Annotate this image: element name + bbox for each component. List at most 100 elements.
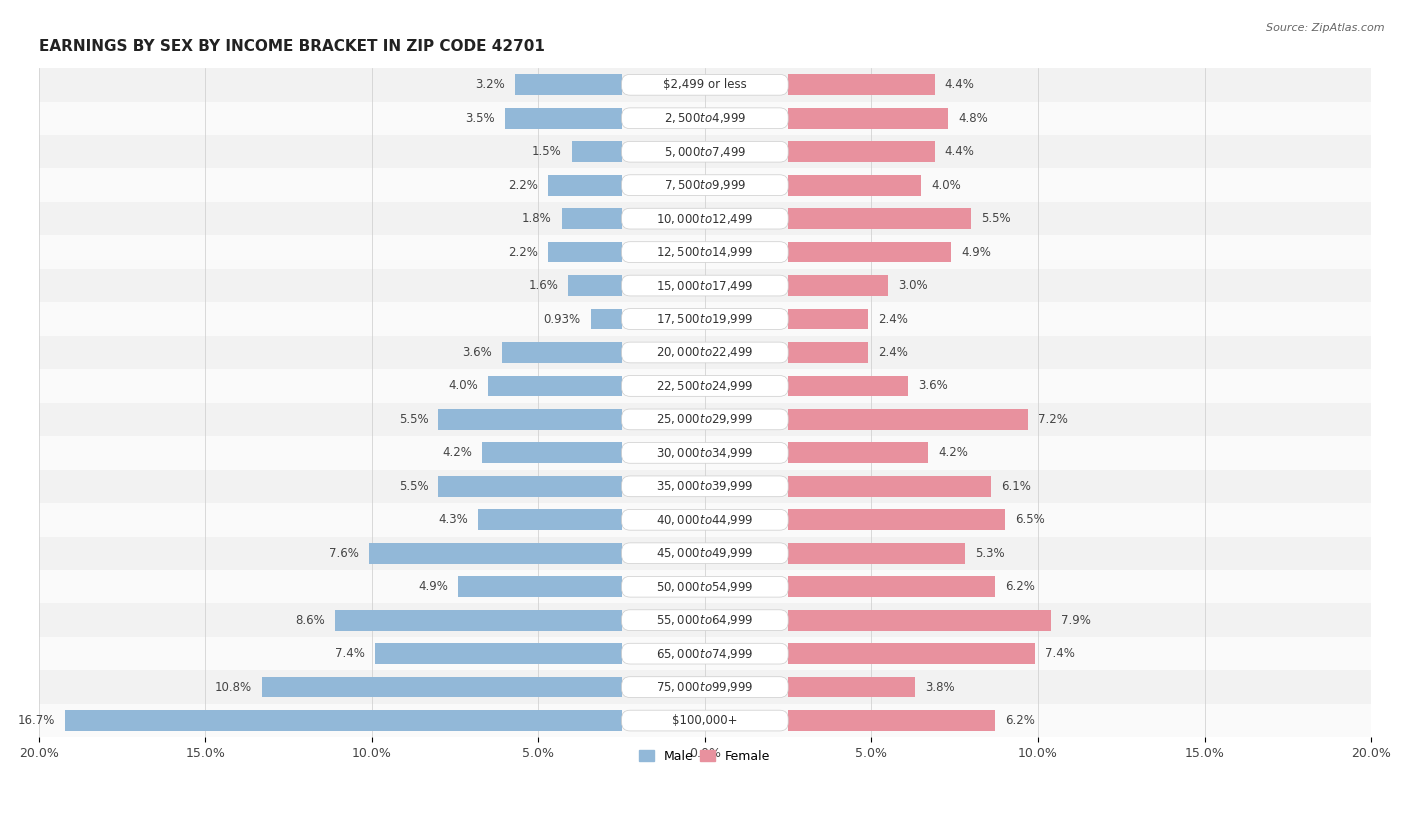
- FancyBboxPatch shape: [621, 241, 789, 263]
- Bar: [789, 75, 935, 95]
- Text: 8.6%: 8.6%: [295, 614, 325, 627]
- FancyBboxPatch shape: [621, 275, 789, 296]
- Bar: [439, 476, 621, 497]
- Text: 6.2%: 6.2%: [1005, 580, 1035, 593]
- Bar: [488, 376, 621, 396]
- FancyBboxPatch shape: [621, 108, 789, 128]
- Text: 3.6%: 3.6%: [918, 380, 948, 393]
- Bar: [39, 68, 1371, 102]
- Text: 3.8%: 3.8%: [925, 680, 955, 693]
- Text: $45,000 to $49,999: $45,000 to $49,999: [657, 546, 754, 560]
- FancyBboxPatch shape: [621, 676, 789, 698]
- Text: 6.1%: 6.1%: [1001, 480, 1031, 493]
- Bar: [505, 108, 621, 128]
- Bar: [502, 342, 621, 363]
- Text: 7.9%: 7.9%: [1062, 614, 1091, 627]
- Bar: [789, 309, 868, 329]
- Text: $10,000 to $12,499: $10,000 to $12,499: [657, 211, 754, 226]
- Bar: [39, 402, 1371, 436]
- FancyBboxPatch shape: [621, 376, 789, 396]
- Text: 7.6%: 7.6%: [329, 547, 359, 560]
- Text: $22,500 to $24,999: $22,500 to $24,999: [657, 379, 754, 393]
- Bar: [39, 436, 1371, 470]
- Bar: [39, 537, 1371, 570]
- Bar: [478, 510, 621, 530]
- Text: 7.4%: 7.4%: [1045, 647, 1074, 660]
- Bar: [789, 275, 889, 296]
- Bar: [789, 711, 994, 731]
- Text: 4.3%: 4.3%: [439, 513, 468, 526]
- Text: $12,500 to $14,999: $12,500 to $14,999: [657, 245, 754, 259]
- FancyBboxPatch shape: [621, 510, 789, 530]
- Bar: [789, 175, 921, 196]
- Bar: [39, 302, 1371, 336]
- Bar: [39, 603, 1371, 637]
- Legend: Male, Female: Male, Female: [634, 745, 776, 767]
- FancyBboxPatch shape: [621, 75, 789, 95]
- Text: 4.9%: 4.9%: [962, 246, 991, 259]
- Text: $35,000 to $39,999: $35,000 to $39,999: [657, 480, 754, 493]
- Bar: [39, 269, 1371, 302]
- FancyBboxPatch shape: [621, 175, 789, 196]
- Bar: [789, 576, 994, 597]
- Text: $75,000 to $99,999: $75,000 to $99,999: [657, 680, 754, 694]
- Text: $15,000 to $17,499: $15,000 to $17,499: [657, 279, 754, 293]
- Text: 16.7%: 16.7%: [18, 714, 55, 727]
- Bar: [548, 241, 621, 263]
- Text: 4.9%: 4.9%: [419, 580, 449, 593]
- Bar: [789, 643, 1035, 664]
- FancyBboxPatch shape: [621, 342, 789, 363]
- Bar: [789, 510, 1005, 530]
- Text: 2.4%: 2.4%: [879, 346, 908, 359]
- Text: 4.2%: 4.2%: [441, 446, 472, 459]
- Text: 5.5%: 5.5%: [399, 413, 429, 426]
- Text: 4.2%: 4.2%: [938, 446, 967, 459]
- FancyBboxPatch shape: [621, 141, 789, 162]
- FancyBboxPatch shape: [621, 476, 789, 497]
- Text: 4.4%: 4.4%: [945, 78, 974, 91]
- Bar: [39, 168, 1371, 202]
- Text: Source: ZipAtlas.com: Source: ZipAtlas.com: [1267, 23, 1385, 33]
- Bar: [591, 309, 621, 329]
- Text: 4.8%: 4.8%: [957, 111, 988, 124]
- Bar: [789, 676, 915, 698]
- Bar: [789, 476, 991, 497]
- Bar: [368, 543, 621, 563]
- Bar: [39, 671, 1371, 704]
- Text: $30,000 to $34,999: $30,000 to $34,999: [657, 446, 754, 460]
- Bar: [789, 342, 868, 363]
- Text: 4.0%: 4.0%: [449, 380, 478, 393]
- FancyBboxPatch shape: [621, 208, 789, 229]
- Bar: [375, 643, 621, 664]
- Bar: [335, 610, 621, 631]
- Bar: [66, 711, 621, 731]
- Bar: [39, 503, 1371, 537]
- Bar: [262, 676, 621, 698]
- Text: 10.8%: 10.8%: [215, 680, 252, 693]
- FancyBboxPatch shape: [621, 643, 789, 664]
- FancyBboxPatch shape: [621, 610, 789, 631]
- Bar: [515, 75, 621, 95]
- Text: 5.3%: 5.3%: [974, 547, 1004, 560]
- Bar: [39, 336, 1371, 369]
- Bar: [789, 442, 928, 463]
- Text: 5.5%: 5.5%: [399, 480, 429, 493]
- Bar: [789, 141, 935, 162]
- Bar: [39, 637, 1371, 671]
- Text: $2,500 to $4,999: $2,500 to $4,999: [664, 111, 747, 125]
- Text: 6.5%: 6.5%: [1015, 513, 1045, 526]
- Bar: [482, 442, 621, 463]
- Text: 7.2%: 7.2%: [1038, 413, 1069, 426]
- Bar: [789, 108, 948, 128]
- Text: $25,000 to $29,999: $25,000 to $29,999: [657, 412, 754, 426]
- Text: 3.6%: 3.6%: [463, 346, 492, 359]
- Bar: [572, 141, 621, 162]
- Bar: [39, 102, 1371, 135]
- Text: 2.4%: 2.4%: [879, 312, 908, 325]
- Text: $50,000 to $54,999: $50,000 to $54,999: [657, 580, 754, 593]
- Text: 7.4%: 7.4%: [335, 647, 366, 660]
- Bar: [39, 570, 1371, 603]
- Bar: [439, 409, 621, 430]
- Text: 1.8%: 1.8%: [522, 212, 551, 225]
- Text: $20,000 to $22,499: $20,000 to $22,499: [657, 346, 754, 359]
